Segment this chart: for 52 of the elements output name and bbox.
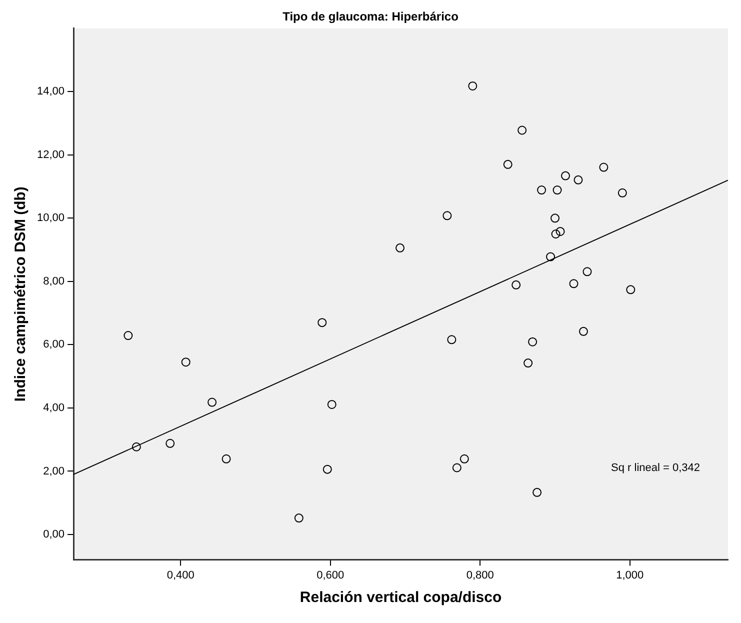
point <box>322 464 332 474</box>
y-tick-label: 4,00 <box>43 402 65 414</box>
y-tick-label: 14,00 <box>36 86 65 98</box>
point <box>546 252 556 262</box>
y-tick-label: 12,00 <box>36 148 65 161</box>
point <box>318 318 327 328</box>
x-axis-title: Relación vertical copa/disco <box>300 589 502 606</box>
point <box>512 280 521 290</box>
point <box>132 442 141 452</box>
y-tick-label: 6,00 <box>43 338 65 351</box>
y-tick-label: 2,00 <box>43 465 65 478</box>
point <box>528 337 538 346</box>
x-tick-label: 0,800 <box>466 569 494 582</box>
point <box>294 514 304 523</box>
point <box>574 175 583 184</box>
y-tick-label: 8,00 <box>43 275 65 288</box>
point <box>551 230 560 238</box>
point <box>447 335 456 344</box>
chart-title: Tipo de glaucoma: Hiperbárico <box>282 10 458 24</box>
point <box>626 285 636 294</box>
point <box>556 226 565 236</box>
point <box>552 186 562 195</box>
point <box>181 358 190 367</box>
point <box>208 398 217 407</box>
x-tick-label: 0,400 <box>166 569 194 582</box>
y-tick-label: 10,00 <box>36 212 65 224</box>
point <box>561 171 570 180</box>
point <box>452 463 462 472</box>
point <box>618 188 627 198</box>
point <box>327 400 336 409</box>
point <box>599 162 608 172</box>
point <box>582 267 592 276</box>
point <box>524 358 533 368</box>
point <box>569 279 578 288</box>
point <box>222 454 231 464</box>
x-tick-label: 0,600 <box>316 569 344 582</box>
x-tick-label: 1,000 <box>616 569 644 582</box>
point <box>537 186 546 195</box>
y-axis-title: Indice campimétrico DSM (db) <box>12 186 30 402</box>
y-tick-label: 0,00 <box>43 528 65 541</box>
point <box>396 243 405 252</box>
annotation: Sq r lineal = 0,342 <box>611 462 700 474</box>
point <box>124 331 133 340</box>
point <box>460 454 469 464</box>
point <box>578 326 588 336</box>
point <box>442 211 452 220</box>
point <box>518 126 527 135</box>
point <box>468 81 478 90</box>
point <box>550 214 560 223</box>
point <box>166 438 175 448</box>
point <box>503 160 512 169</box>
point <box>532 488 542 497</box>
